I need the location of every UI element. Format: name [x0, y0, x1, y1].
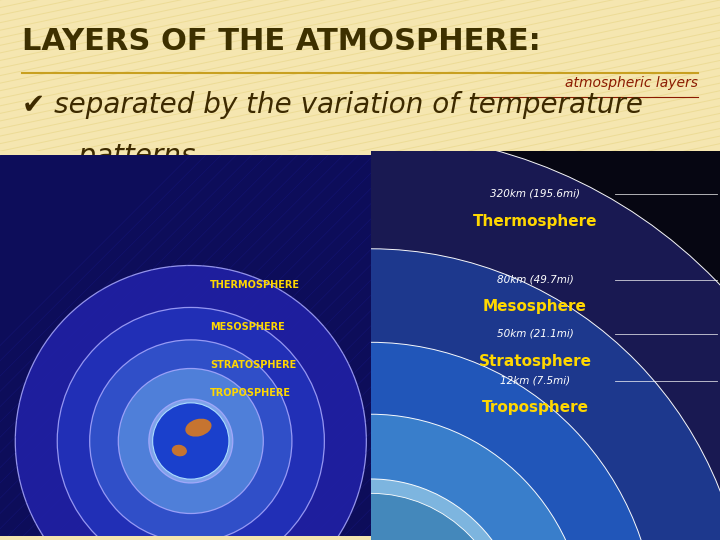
Text: STRATOSPHERE: STRATOSPHERE: [210, 360, 296, 370]
Text: Stratosphere: Stratosphere: [478, 354, 591, 369]
Ellipse shape: [231, 494, 510, 540]
Circle shape: [118, 368, 264, 514]
Text: THERMOSPHERE: THERMOSPHERE: [210, 280, 300, 289]
Text: 80km (49.7mi): 80km (49.7mi): [497, 274, 573, 285]
Text: Thermosphere: Thermosphere: [472, 214, 597, 228]
Ellipse shape: [154, 414, 588, 540]
Text: 320km (195.6mi): 320km (195.6mi): [490, 189, 580, 199]
Circle shape: [90, 340, 292, 540]
Ellipse shape: [0, 134, 720, 540]
Text: LAYERS OF THE ATMOSPHERE:: LAYERS OF THE ATMOSPHERE:: [22, 27, 540, 56]
Ellipse shape: [217, 479, 524, 540]
Circle shape: [149, 399, 233, 483]
Text: MESOSPHERE: MESOSPHERE: [210, 321, 284, 332]
Text: 12km (7.5mi): 12km (7.5mi): [500, 376, 570, 386]
Text: ✔ separated by the variation of temperature: ✔ separated by the variation of temperat…: [22, 91, 643, 119]
Text: patterns.: patterns.: [43, 142, 204, 170]
Text: Mesosphere: Mesosphere: [483, 299, 587, 314]
Text: TROPOSPHERE: TROPOSPHERE: [210, 388, 291, 399]
Text: Troposphere: Troposphere: [482, 400, 588, 415]
Circle shape: [15, 266, 366, 540]
Text: atmospheric layers: atmospheric layers: [565, 76, 698, 90]
Circle shape: [153, 403, 229, 479]
Text: 50km (21.1mi): 50km (21.1mi): [497, 329, 573, 339]
Ellipse shape: [0, 249, 720, 540]
Circle shape: [58, 307, 324, 540]
Ellipse shape: [185, 418, 212, 437]
Ellipse shape: [172, 445, 187, 456]
Ellipse shape: [84, 342, 657, 540]
